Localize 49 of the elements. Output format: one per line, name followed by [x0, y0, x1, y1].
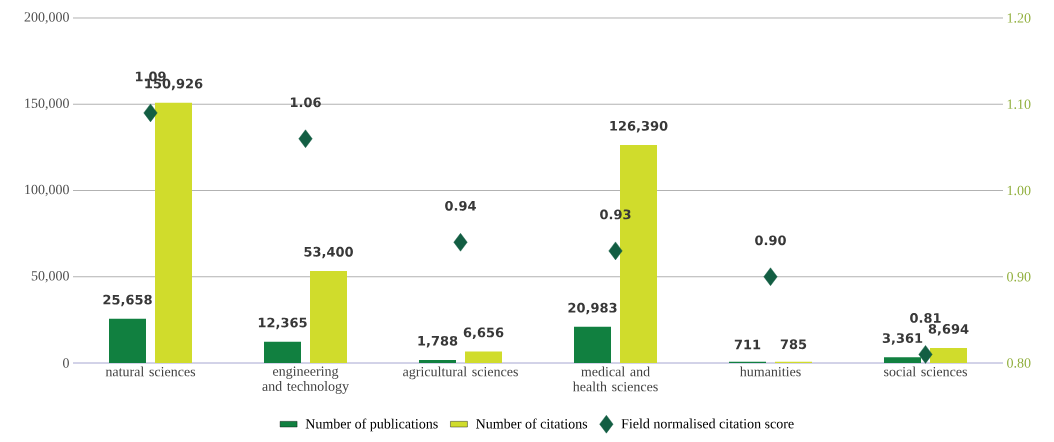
y-tick-label: 50,000: [31, 271, 69, 283]
data-label: 0.81: [910, 313, 941, 323]
data-label: 6,656: [463, 327, 504, 339]
y-tick-label: 200,000: [24, 12, 69, 24]
x-tick-label: engineering and technology: [262, 366, 349, 394]
data-label: 20,983: [568, 302, 617, 315]
point: [918, 345, 933, 364]
bar: [930, 348, 967, 363]
x-tick-label: natural sciences: [105, 366, 196, 377]
bar: [264, 341, 301, 363]
legend-label: Number of publications: [305, 418, 438, 432]
bar: [155, 102, 192, 363]
x-tick-label: humanities: [739, 366, 801, 377]
data-label: 785: [780, 339, 807, 350]
data-label: 1,788: [418, 335, 458, 348]
data-label: 8,694: [928, 323, 969, 336]
data-label: 126,390: [610, 120, 668, 133]
bar: [109, 318, 146, 363]
legend-label: Number of citations: [476, 418, 588, 429]
data-label: 53,400: [304, 246, 353, 259]
y-tick-label: 150,000: [25, 98, 69, 110]
x-tick-label: agricultural sciences: [403, 366, 518, 380]
bar: [884, 357, 921, 363]
point: [608, 241, 623, 261]
y-tick-label: 0: [63, 358, 69, 368]
point: [763, 267, 778, 286]
bar: [419, 359, 456, 363]
bar: [574, 326, 611, 363]
data-label: 0.90: [755, 235, 786, 246]
y2-tick-label: 1.00: [1007, 185, 1031, 196]
bar: [310, 270, 347, 363]
y2-tick-label: 0.90: [1007, 271, 1031, 282]
bar: [465, 351, 502, 363]
y-tick-label: 100,000: [25, 184, 69, 197]
data-label: 25,658: [103, 294, 152, 307]
data-label: 12,365: [258, 317, 307, 330]
data-label: 0.94: [445, 200, 476, 211]
x-tick-label: social sciences: [884, 366, 967, 377]
legend-label: Field normalised citation score: [621, 418, 794, 429]
y2-tick-label: 1.20: [1007, 13, 1031, 23]
data-label: 711: [734, 339, 761, 350]
data-label: 1.06: [290, 97, 321, 108]
point: [143, 103, 158, 123]
x-tick-label: medical and health sciences: [572, 366, 658, 392]
y2-tick-label: 1.10: [1007, 99, 1031, 110]
point: [298, 129, 313, 148]
data-label: 3,361: [882, 333, 923, 345]
y2-tick-label: 0.80: [1007, 358, 1031, 368]
point: [453, 233, 468, 252]
